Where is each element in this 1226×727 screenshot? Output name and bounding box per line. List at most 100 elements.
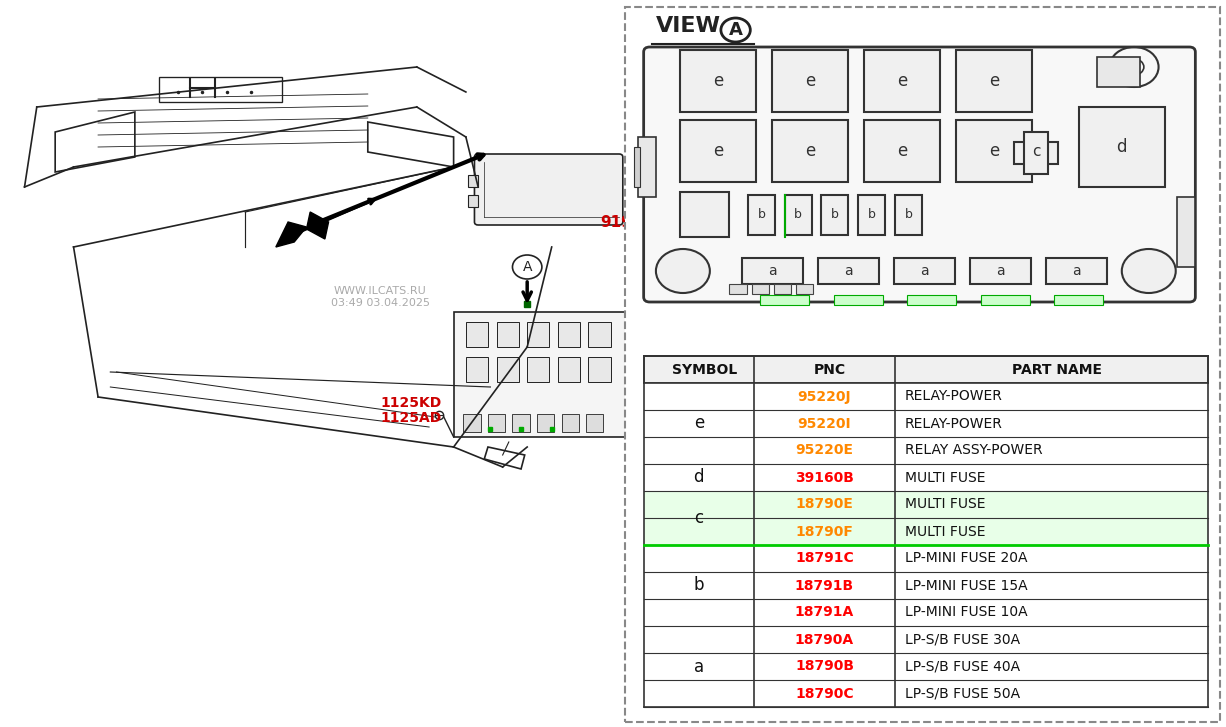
Bar (785, 195, 812, 235)
Text: b: b (694, 577, 704, 595)
Text: e: e (897, 142, 907, 160)
Bar (748, 195, 775, 235)
Text: b: b (905, 209, 912, 222)
Bar (558, 357, 580, 382)
Bar (644, 383, 1208, 410)
Bar (680, 192, 729, 237)
Bar (1177, 197, 1195, 267)
FancyBboxPatch shape (474, 154, 623, 225)
Bar (454, 312, 631, 437)
Text: e: e (989, 142, 999, 160)
Text: LP-S/B FUSE 30A: LP-S/B FUSE 30A (905, 632, 1020, 646)
Text: c: c (1032, 145, 1040, 159)
Text: LP-MINI FUSE 10A: LP-MINI FUSE 10A (905, 606, 1027, 619)
Text: RELAY ASSY-POWER: RELAY ASSY-POWER (905, 443, 1042, 457)
Text: a: a (1072, 264, 1081, 278)
Bar (1014, 142, 1058, 164)
Bar (644, 437, 1208, 464)
Circle shape (656, 249, 710, 293)
Text: LP-MINI FUSE 20A: LP-MINI FUSE 20A (905, 552, 1027, 566)
Bar (834, 295, 883, 305)
Bar (858, 195, 885, 235)
FancyBboxPatch shape (644, 47, 1195, 302)
Bar (537, 414, 554, 432)
Bar (468, 175, 478, 187)
Text: b: b (831, 209, 839, 222)
Bar (1046, 258, 1107, 284)
Text: 18790A: 18790A (794, 632, 855, 646)
Bar (894, 258, 955, 284)
Bar (821, 195, 848, 235)
Text: LP-S/B FUSE 50A: LP-S/B FUSE 50A (905, 686, 1020, 701)
Text: e: e (714, 142, 723, 160)
Bar (796, 284, 813, 294)
Text: c: c (694, 509, 704, 527)
Bar (497, 357, 519, 382)
Bar (760, 295, 809, 305)
Bar (729, 284, 747, 294)
Text: e: e (897, 72, 907, 90)
Bar (644, 680, 1208, 707)
Bar (558, 322, 580, 347)
Text: e: e (805, 72, 815, 90)
Text: b: b (868, 209, 875, 222)
Bar (1097, 57, 1140, 87)
Bar (864, 50, 940, 112)
Bar (634, 147, 640, 187)
Bar (680, 120, 756, 182)
Text: A: A (522, 260, 532, 274)
Bar (644, 410, 1208, 437)
Bar (644, 518, 1208, 545)
Bar (970, 258, 1031, 284)
FancyBboxPatch shape (625, 7, 1220, 722)
Bar (638, 137, 656, 197)
Text: LP-S/B FUSE 40A: LP-S/B FUSE 40A (905, 659, 1020, 673)
Bar (644, 356, 1208, 383)
Text: 18790C: 18790C (796, 686, 853, 701)
Bar (1054, 295, 1103, 305)
Bar (680, 50, 756, 112)
Text: 18790F: 18790F (796, 524, 853, 539)
Text: 18791C: 18791C (796, 552, 853, 566)
Bar (466, 357, 488, 382)
Bar (586, 414, 603, 432)
Text: a: a (694, 657, 704, 675)
Text: a: a (843, 264, 853, 278)
Text: 18791A: 18791A (794, 606, 855, 619)
Text: RELAY-POWER: RELAY-POWER (905, 390, 1003, 403)
Text: 18790B: 18790B (794, 659, 855, 673)
Bar (644, 545, 1208, 572)
Bar (772, 50, 848, 112)
Bar (588, 322, 611, 347)
Bar (907, 295, 956, 305)
Text: PNC: PNC (814, 363, 846, 377)
Bar (644, 491, 1208, 518)
Polygon shape (306, 212, 329, 239)
Text: e: e (989, 72, 999, 90)
Text: d: d (1117, 138, 1127, 156)
Text: 18791B: 18791B (794, 579, 855, 593)
Text: LP-MINI FUSE 15A: LP-MINI FUSE 15A (905, 579, 1027, 593)
Bar (1079, 107, 1165, 187)
Text: RELAY-POWER: RELAY-POWER (905, 417, 1003, 430)
Bar (981, 295, 1030, 305)
Bar (159, 77, 282, 102)
Bar (644, 626, 1208, 653)
Bar (895, 195, 922, 235)
Bar (527, 357, 549, 382)
Circle shape (1122, 249, 1176, 293)
Text: e: e (805, 142, 815, 160)
Text: SYMBOL: SYMBOL (672, 363, 738, 377)
Text: PART NAME: PART NAME (1011, 363, 1102, 377)
Text: b: b (758, 209, 765, 222)
Text: a: a (767, 264, 777, 278)
Text: 1125KD: 1125KD (380, 396, 441, 410)
Text: d: d (694, 468, 704, 486)
Bar (488, 414, 505, 432)
Text: e: e (694, 414, 704, 433)
Text: 91950E: 91950E (601, 215, 664, 230)
Text: b: b (794, 209, 802, 222)
Text: MULTI FUSE: MULTI FUSE (905, 470, 986, 484)
Bar (772, 120, 848, 182)
Text: MULTI FUSE: MULTI FUSE (905, 524, 986, 539)
